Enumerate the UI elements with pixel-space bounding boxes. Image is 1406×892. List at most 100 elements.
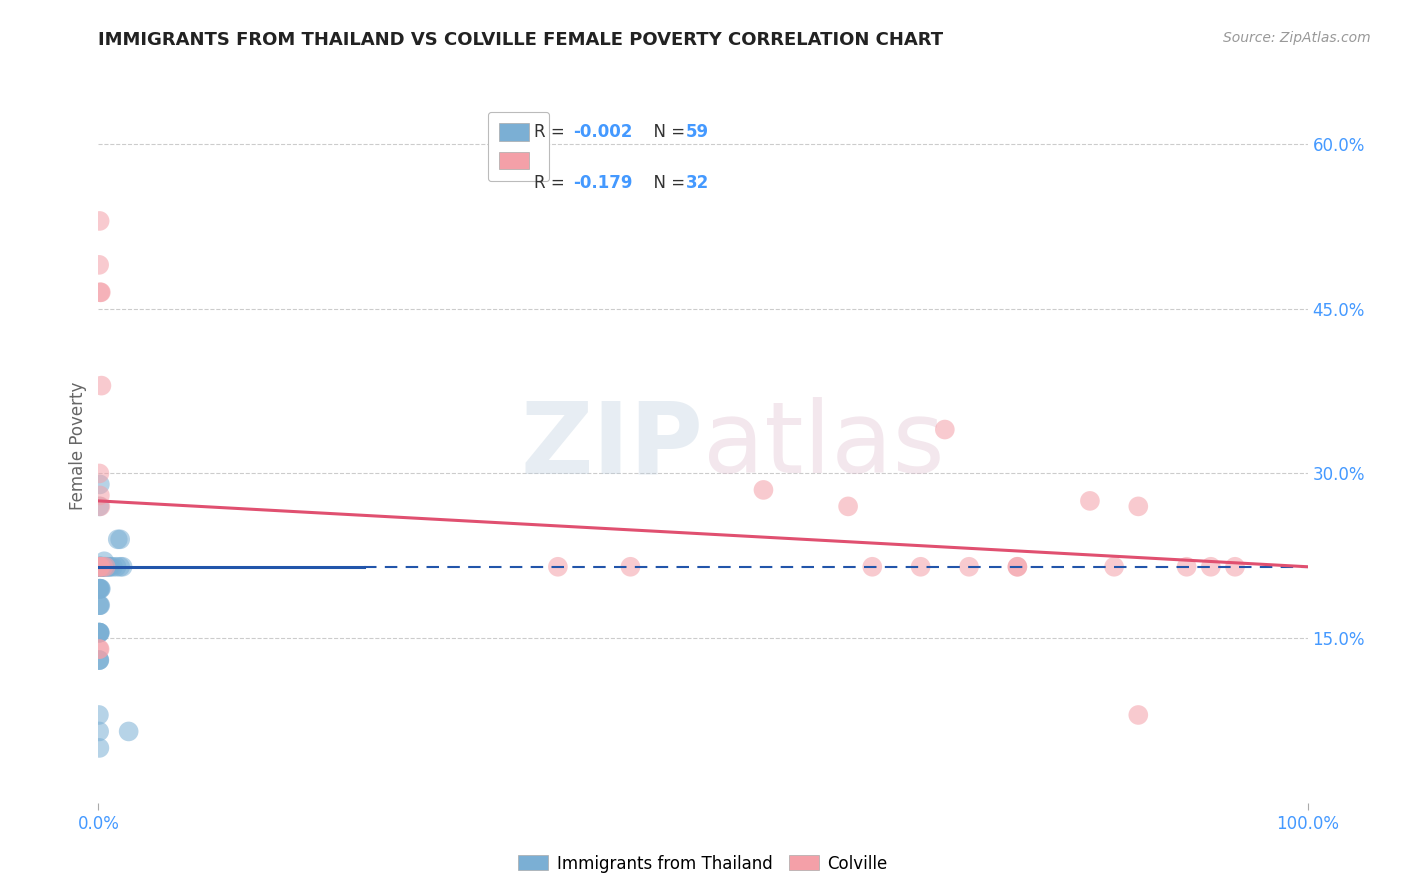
Text: atlas: atlas (703, 398, 945, 494)
Point (89, 559, 111, 574)
Point (89, 488, 111, 502)
Point (1102, 559, 1125, 574)
Point (90, 559, 112, 574)
Point (96, 559, 118, 574)
Point (752, 483, 775, 497)
Point (1128, 500, 1150, 514)
Point (90, 559, 112, 574)
Point (89, 582, 111, 596)
Point (89, 559, 111, 574)
Text: R =: R = (534, 123, 569, 141)
Point (91, 559, 114, 574)
Text: -0.002: -0.002 (574, 123, 633, 141)
Point (910, 559, 932, 574)
Point (93, 559, 115, 574)
Point (91, 559, 114, 574)
Point (89, 559, 111, 574)
Text: N =: N = (644, 123, 690, 141)
Point (91, 559, 114, 574)
Text: 32: 32 (686, 175, 709, 193)
Point (89, 559, 111, 574)
Point (89, 559, 111, 574)
Point (1223, 559, 1246, 574)
Point (111, 559, 134, 574)
Point (89, 642, 111, 657)
Point (89, 598, 111, 612)
Point (89, 625, 111, 640)
Legend: , : , (488, 112, 550, 181)
Point (93, 554, 115, 568)
Point (89, 582, 111, 596)
Point (1007, 559, 1029, 574)
Point (89, 559, 111, 574)
Point (89, 467, 111, 481)
Point (101, 559, 124, 574)
Point (87, 642, 110, 657)
Point (87, 559, 110, 574)
Point (87, 582, 110, 596)
Point (108, 559, 131, 574)
Point (89, 653, 111, 667)
Text: ZIP: ZIP (520, 398, 703, 494)
Point (98, 559, 121, 574)
Point (90, 559, 112, 574)
Point (89, 500, 111, 514)
Point (100, 559, 122, 574)
Point (118, 724, 141, 739)
Point (957, 559, 980, 574)
Point (1007, 559, 1029, 574)
Point (89, 559, 111, 574)
Point (107, 533, 129, 547)
Point (89, 740, 111, 755)
Point (90, 559, 112, 574)
Point (89, 625, 111, 640)
Point (90, 559, 112, 574)
Point (108, 533, 131, 547)
Point (90, 285, 112, 300)
Point (1175, 559, 1198, 574)
Text: IMMIGRANTS FROM THAILAND VS COLVILLE FEMALE POVERTY CORRELATION CHART: IMMIGRANTS FROM THAILAND VS COLVILLE FEM… (98, 31, 943, 49)
Point (89, 477, 111, 491)
Point (90, 559, 112, 574)
Point (547, 559, 569, 574)
Point (89, 214, 111, 228)
Point (94, 559, 117, 574)
Point (89, 559, 111, 574)
Point (91, 559, 114, 574)
Point (97, 559, 120, 574)
Point (1078, 494, 1101, 508)
Point (89, 598, 111, 612)
Text: N =: N = (644, 175, 690, 193)
Point (89, 582, 111, 596)
Y-axis label: Female Poverty: Female Poverty (69, 382, 87, 510)
Point (91, 559, 114, 574)
Point (90, 559, 112, 574)
Point (934, 423, 956, 437)
Text: R =: R = (534, 175, 569, 193)
Point (93, 559, 115, 574)
Point (89, 625, 111, 640)
Point (90, 559, 112, 574)
Point (90, 378, 112, 392)
Point (89, 258, 111, 272)
Point (860, 559, 883, 574)
Point (89, 724, 111, 739)
Text: -0.179: -0.179 (574, 175, 633, 193)
Point (90, 559, 112, 574)
Legend: Immigrants from Thailand, Colville: Immigrants from Thailand, Colville (512, 848, 894, 880)
Point (89, 598, 111, 612)
Point (94, 559, 117, 574)
Point (619, 559, 641, 574)
Point (89, 500, 111, 514)
Point (87, 559, 110, 574)
Text: Source: ZipAtlas.com: Source: ZipAtlas.com (1223, 31, 1371, 45)
Point (1199, 559, 1222, 574)
Point (89, 559, 111, 574)
Point (89, 559, 111, 574)
Point (105, 559, 128, 574)
Point (87, 708, 110, 723)
Point (89, 653, 111, 667)
Point (89, 625, 111, 640)
Point (90, 582, 112, 596)
Point (837, 500, 859, 514)
